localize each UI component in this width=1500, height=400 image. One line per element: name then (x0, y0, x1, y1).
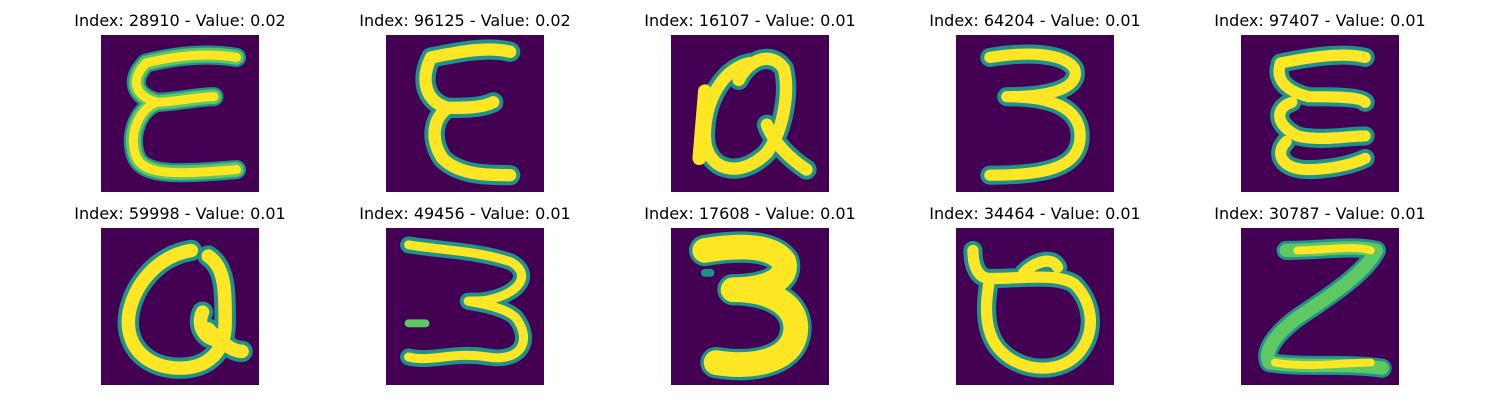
digit-image (101, 35, 259, 192)
panel-title: Index: 30787 - Value: 0.01 (1214, 204, 1426, 223)
image-panel: Index: 17608 - Value: 0.01 (630, 204, 870, 394)
panel-title: Index: 59998 - Value: 0.01 (74, 204, 286, 223)
panel-title: Index: 97407 - Value: 0.01 (1214, 11, 1426, 30)
digit-image (1241, 228, 1399, 385)
digit-image (386, 35, 544, 192)
image-panel: Index: 34464 - Value: 0.01 (915, 204, 1155, 394)
image-panel: Index: 16107 - Value: 0.01 (630, 11, 870, 201)
panel-title: Index: 34464 - Value: 0.01 (929, 204, 1141, 223)
digit-image (1241, 35, 1399, 192)
image-panel: Index: 49456 - Value: 0.01 (345, 204, 585, 394)
image-panel: Index: 97407 - Value: 0.01 (1200, 11, 1440, 201)
digit-image (671, 35, 829, 192)
digit-image (956, 35, 1114, 192)
panel-title: Index: 96125 - Value: 0.02 (359, 11, 571, 30)
panel-title: Index: 17608 - Value: 0.01 (644, 204, 856, 223)
panel-title: Index: 49456 - Value: 0.01 (359, 204, 571, 223)
image-panel: Index: 59998 - Value: 0.01 (60, 204, 300, 394)
digit-image (386, 228, 544, 385)
panel-title: Index: 64204 - Value: 0.01 (929, 11, 1141, 30)
digit-image (956, 228, 1114, 385)
panel-title: Index: 28910 - Value: 0.02 (74, 11, 286, 30)
image-panel: Index: 96125 - Value: 0.02 (345, 11, 585, 201)
digit-image (101, 228, 259, 385)
image-panel: Index: 28910 - Value: 0.02 (60, 11, 300, 201)
panel-title: Index: 16107 - Value: 0.01 (644, 11, 856, 30)
digit-image (671, 228, 829, 385)
image-panel: Index: 64204 - Value: 0.01 (915, 11, 1155, 201)
image-panel: Index: 30787 - Value: 0.01 (1200, 204, 1440, 394)
